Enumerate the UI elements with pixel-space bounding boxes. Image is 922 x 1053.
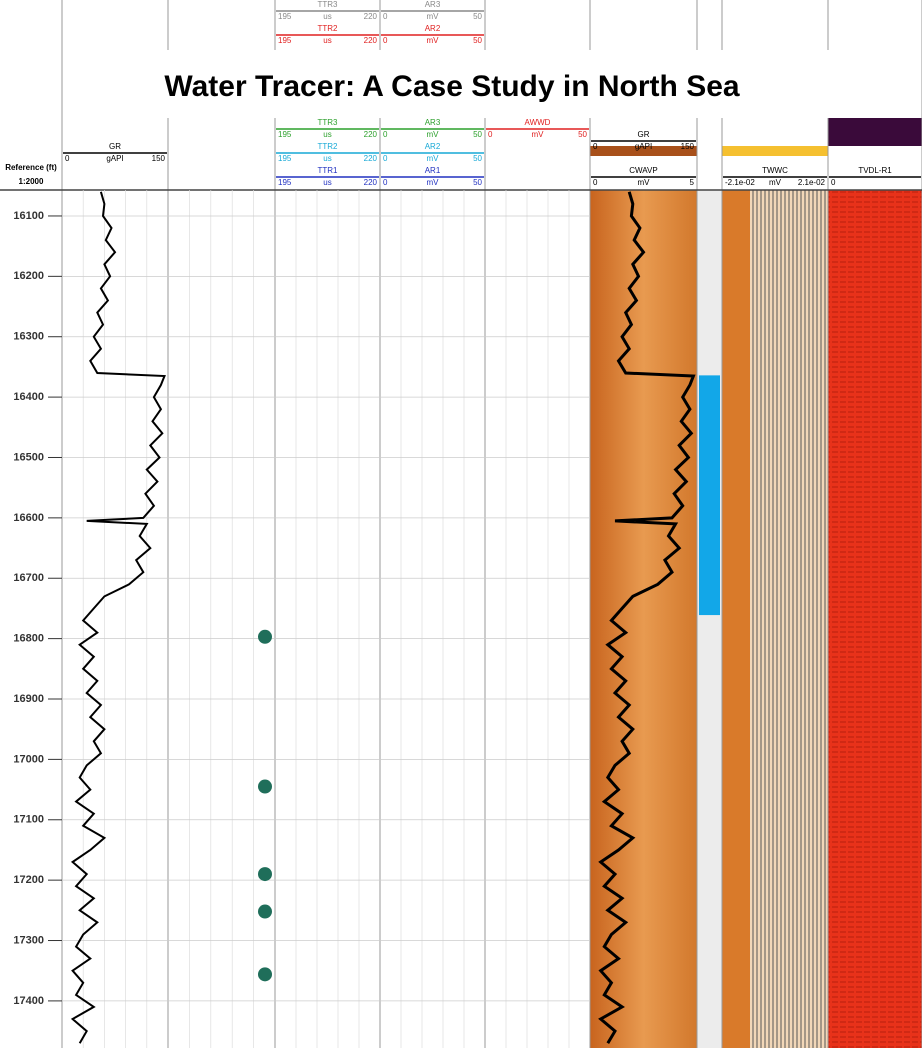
tvd-colorbar bbox=[828, 118, 922, 146]
header-name: TTR2 bbox=[318, 142, 339, 151]
header-min: 0 bbox=[383, 178, 388, 187]
y-tick-label: 17000 bbox=[13, 753, 44, 765]
header-name: GR bbox=[109, 142, 121, 151]
header-max: 5 bbox=[690, 178, 695, 187]
header-min: -2.1e-02 bbox=[725, 178, 755, 187]
header-unit: gAPI bbox=[635, 142, 652, 151]
header-name: TTR3 bbox=[318, 118, 339, 127]
header-max: 150 bbox=[681, 142, 695, 151]
header-min: 0 bbox=[383, 130, 388, 139]
header-name: AR1 bbox=[425, 166, 441, 175]
header-max: 220 bbox=[364, 154, 378, 163]
waveform-colorbar bbox=[722, 146, 828, 156]
header-max: 220 bbox=[364, 36, 378, 45]
header-name: TWWC bbox=[762, 166, 788, 175]
header-max: 2.1e-02 bbox=[798, 178, 826, 187]
header-max: 150 bbox=[152, 154, 166, 163]
header-max: 50 bbox=[473, 130, 482, 139]
header-unit: us bbox=[323, 130, 331, 139]
gr-curve bbox=[73, 192, 165, 1043]
y-tick-label: 16300 bbox=[13, 331, 44, 343]
scale-label: 1:2000 bbox=[19, 177, 44, 186]
y-tick-label: 17100 bbox=[13, 814, 44, 826]
y-tick-label: 16900 bbox=[13, 693, 44, 705]
header-unit: mV bbox=[769, 178, 782, 187]
header-name: TTR3 bbox=[318, 0, 339, 9]
header-unit: mV bbox=[427, 178, 440, 187]
header-name: AR3 bbox=[425, 118, 441, 127]
header-min: 195 bbox=[278, 154, 292, 163]
header-unit: mV bbox=[427, 154, 440, 163]
header-min: 0 bbox=[383, 36, 388, 45]
waveform-track bbox=[750, 190, 828, 1048]
header-min: 195 bbox=[278, 130, 292, 139]
y-tick-label: 17300 bbox=[13, 934, 44, 946]
y-tick-label: 16600 bbox=[13, 512, 44, 524]
header-name: AR2 bbox=[425, 24, 441, 33]
header-min: 0 bbox=[831, 178, 836, 187]
waveform-edge bbox=[722, 190, 750, 1048]
tvd-track bbox=[828, 190, 922, 1048]
header-max: 50 bbox=[473, 12, 482, 21]
depth-label: Reference (ft) bbox=[5, 163, 57, 172]
header-name: AR3 bbox=[425, 0, 441, 9]
header-min: 0 bbox=[488, 130, 493, 139]
header-name: TTR1 bbox=[318, 166, 339, 175]
tracer-marker bbox=[258, 780, 272, 794]
header-min: 0 bbox=[593, 142, 598, 151]
header-name: AWWD bbox=[525, 118, 551, 127]
y-tick-label: 16800 bbox=[13, 633, 44, 645]
header-unit: mV bbox=[427, 130, 440, 139]
header-max: 220 bbox=[364, 130, 378, 139]
header-min: 0 bbox=[65, 154, 70, 163]
header-unit: us bbox=[323, 36, 331, 45]
y-tick-label: 17200 bbox=[13, 874, 44, 886]
header-name: CWAVP bbox=[629, 166, 657, 175]
header-unit: us bbox=[323, 12, 331, 21]
y-tick-label: 17400 bbox=[13, 995, 44, 1007]
y-tick-label: 16700 bbox=[13, 572, 44, 584]
chart-title: Water Tracer: A Case Study in North Sea bbox=[164, 70, 739, 103]
well-log: Reference (ft) 1:2000 Water Tracer: A Ca… bbox=[0, 0, 922, 1048]
header-min: 0 bbox=[383, 12, 388, 21]
header-unit: mV bbox=[532, 130, 545, 139]
interval-bar bbox=[699, 375, 720, 615]
header-unit: gAPI bbox=[106, 154, 123, 163]
tracer-marker bbox=[258, 967, 272, 981]
y-tick-label: 16100 bbox=[13, 210, 44, 222]
header-name: TTR2 bbox=[318, 24, 339, 33]
header-min: 0 bbox=[593, 178, 598, 187]
interval-track bbox=[697, 190, 722, 1048]
header-unit: mV bbox=[427, 12, 440, 21]
header-max: 220 bbox=[364, 178, 378, 187]
header-unit: us bbox=[323, 178, 331, 187]
header-unit: mV bbox=[638, 178, 651, 187]
tracer-marker bbox=[258, 630, 272, 644]
header-min: 195 bbox=[278, 12, 292, 21]
header-name: AR2 bbox=[425, 142, 441, 151]
y-tick-label: 16400 bbox=[13, 391, 44, 403]
header-unit: us bbox=[323, 154, 331, 163]
header-max: 50 bbox=[578, 130, 587, 139]
header-min: 0 bbox=[383, 154, 388, 163]
header-max: 50 bbox=[473, 36, 482, 45]
header-max: 50 bbox=[473, 178, 482, 187]
header-min: 195 bbox=[278, 36, 292, 45]
header-min: 195 bbox=[278, 178, 292, 187]
header-unit: mV bbox=[427, 36, 440, 45]
header-name: TVDL-R1 bbox=[858, 166, 892, 175]
header-max: 50 bbox=[473, 154, 482, 163]
gr-image-track bbox=[590, 190, 697, 1048]
tracer-marker bbox=[258, 867, 272, 881]
header-max: 220 bbox=[364, 12, 378, 21]
y-tick-label: 16200 bbox=[13, 270, 44, 282]
tracer-marker bbox=[258, 905, 272, 919]
y-tick-label: 16500 bbox=[13, 451, 44, 463]
header-name: GR bbox=[638, 130, 650, 139]
